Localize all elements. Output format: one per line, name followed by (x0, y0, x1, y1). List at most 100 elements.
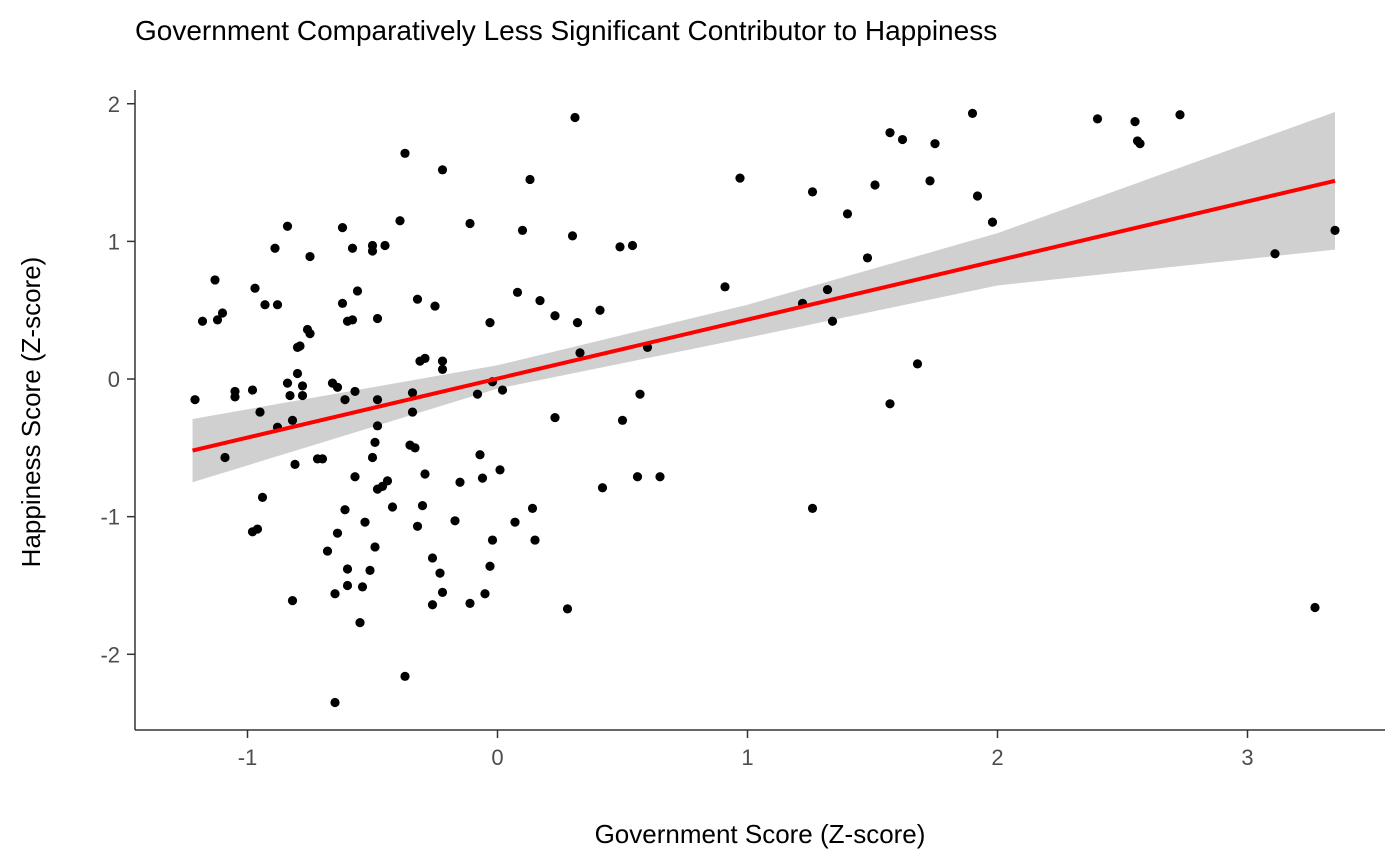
data-point (862, 253, 873, 263)
data-point (410, 443, 420, 453)
data-point (365, 565, 375, 575)
data-point (282, 221, 293, 231)
data-point (472, 389, 483, 399)
data-point (1270, 249, 1280, 259)
data-point (455, 477, 465, 487)
data-point (282, 378, 293, 388)
data-point (332, 528, 343, 538)
data-point (412, 294, 423, 304)
y-tick-label: 1 (108, 229, 120, 254)
data-point (567, 231, 578, 241)
data-point (1175, 110, 1185, 120)
data-point (450, 516, 460, 526)
data-point (290, 459, 300, 469)
data-point (372, 421, 383, 431)
data-point (360, 517, 370, 527)
data-point (247, 385, 258, 395)
data-point (387, 502, 398, 512)
data-point (370, 437, 380, 447)
data-point (487, 535, 498, 545)
data-point (260, 300, 270, 310)
y-tick-label: -2 (100, 642, 120, 667)
data-point (885, 128, 895, 138)
data-point (210, 275, 220, 285)
data-point (1135, 139, 1145, 149)
data-point (382, 476, 393, 486)
fit-line-layer (192, 178, 1336, 453)
data-point (342, 564, 353, 574)
data-point (287, 596, 298, 606)
data-point (257, 492, 268, 502)
data-point (437, 165, 448, 175)
data-point (407, 407, 418, 417)
data-point (407, 388, 418, 398)
data-point (285, 390, 295, 401)
data-point (417, 501, 428, 511)
data-point (230, 392, 240, 402)
data-point (465, 218, 475, 229)
data-point (597, 483, 608, 493)
data-point (635, 389, 645, 399)
data-point (337, 223, 348, 233)
data-point (305, 329, 315, 339)
data-point (250, 283, 260, 293)
data-point (930, 139, 940, 149)
data-point (437, 364, 448, 374)
data-point (475, 450, 485, 460)
confidence-band-layer (192, 112, 1335, 483)
data-point (350, 472, 360, 482)
data-point (252, 524, 263, 534)
data-point (340, 395, 350, 405)
data-point (807, 187, 818, 197)
data-point (572, 318, 583, 328)
data-point (842, 209, 853, 219)
data-point (627, 240, 638, 251)
data-point (485, 318, 495, 328)
data-point (197, 316, 208, 326)
data-point (1130, 117, 1140, 127)
data-point (270, 243, 280, 253)
data-point (897, 134, 908, 145)
x-axis-ticks: -1 0 1 2 3 (238, 730, 1254, 770)
data-point (370, 542, 380, 552)
data-point (735, 173, 745, 183)
data-point (400, 671, 410, 681)
data-point (295, 341, 305, 351)
data-point (465, 598, 475, 608)
data-point (350, 386, 360, 397)
x-tick-label: 0 (491, 745, 503, 770)
data-point (352, 286, 363, 296)
data-point (255, 407, 265, 417)
data-point (535, 295, 545, 306)
data-point (1310, 602, 1320, 613)
data-point (347, 315, 358, 325)
data-point (340, 505, 350, 515)
chart-title: Government Comparatively Less Significan… (135, 15, 997, 46)
data-point (347, 243, 358, 253)
data-point (1092, 114, 1103, 124)
data-point (1330, 225, 1340, 235)
data-point (297, 381, 308, 391)
y-tick-label: 2 (108, 92, 120, 117)
data-point (822, 284, 833, 295)
x-tick-label: 2 (991, 745, 1003, 770)
confidence-band (192, 112, 1335, 483)
data-point (987, 217, 998, 227)
data-point (427, 553, 438, 563)
data-point (720, 282, 730, 292)
data-point (292, 368, 303, 379)
data-point (575, 348, 585, 358)
data-point (912, 359, 923, 369)
data-point (380, 240, 390, 251)
data-point (925, 176, 935, 186)
data-point (632, 472, 643, 482)
y-tick-label: 0 (108, 367, 120, 392)
x-tick-label: 1 (741, 745, 753, 770)
data-point (217, 308, 228, 318)
data-point (527, 503, 538, 514)
data-point (420, 469, 430, 479)
data-point (332, 382, 343, 392)
regression-line (192, 178, 1336, 453)
data-point (372, 313, 383, 324)
data-point (305, 251, 315, 262)
